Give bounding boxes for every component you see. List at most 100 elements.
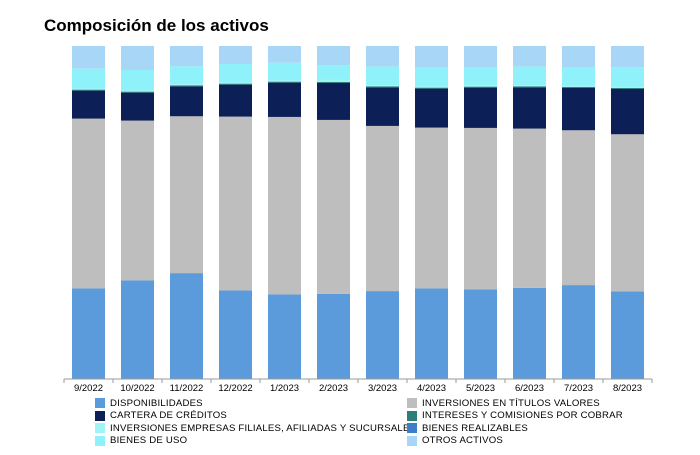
bar-segment — [464, 85, 497, 87]
bar-segment — [562, 46, 595, 67]
bar-segment — [219, 290, 252, 379]
x-tick-label: 1/2023 — [270, 383, 299, 394]
bar-segment — [415, 46, 448, 67]
legend-item: CARTERA DE CRÉDITOS — [95, 410, 227, 422]
bar-segment — [170, 86, 203, 117]
legend-label: BIENES REALIZABLES — [422, 422, 528, 434]
bar-segment — [170, 66, 203, 85]
bar-segment — [268, 294, 301, 379]
legend-label: INTERESES Y COMISIONES POR COBRAR — [422, 410, 623, 421]
bar-segment — [513, 87, 546, 129]
legend-label: INVERSIONES EMPRESAS FILIALES, AFILIADAS… — [110, 422, 417, 434]
bar-segment — [317, 293, 350, 379]
bar-segment — [611, 86, 644, 88]
bar-segment — [513, 128, 546, 288]
x-tick-label: 6/2023 — [515, 383, 544, 394]
legend-swatch — [407, 435, 417, 446]
bar-segment — [464, 46, 497, 67]
x-tick-label: 8/2023 — [613, 383, 642, 394]
bar-segment — [611, 46, 644, 68]
bar-segment — [513, 46, 546, 67]
bar-segment — [317, 81, 350, 83]
bar-segment — [415, 127, 448, 289]
bar-segment — [72, 46, 105, 69]
bar-segment — [317, 65, 350, 80]
x-tick-label: 7/2023 — [564, 383, 593, 394]
bar-segment — [219, 83, 252, 85]
legend-item: OTROS ACTIVOS — [407, 435, 503, 447]
legend-swatch — [95, 435, 105, 446]
x-tick-label: 9/2022 — [74, 383, 103, 394]
bar-segment — [562, 130, 595, 286]
bar-segment — [268, 81, 301, 83]
bar-segment — [366, 66, 399, 86]
bar-segment — [170, 273, 203, 379]
bar-segment — [366, 46, 399, 67]
bar-segment — [268, 116, 301, 295]
x-tick-label: 12/2022 — [218, 383, 252, 394]
bar-segment — [464, 289, 497, 379]
x-tick-marks — [63, 379, 653, 383]
bar-segment — [72, 118, 105, 289]
bar-segment — [513, 86, 546, 88]
bar-segment — [317, 46, 350, 66]
legend-label: CARTERA DE CRÉDITOS — [110, 410, 227, 421]
bars-group — [72, 46, 644, 379]
bar-segment — [268, 82, 301, 117]
legend-item: BIENES REALIZABLES — [407, 422, 528, 434]
bar-segment — [513, 66, 546, 86]
bar-segment — [415, 66, 448, 87]
legend-label: BIENES DE USO — [110, 435, 188, 446]
bar-segment — [317, 82, 350, 120]
bar-segment — [562, 86, 595, 88]
bar-segment — [219, 116, 252, 291]
legend-swatch — [407, 423, 417, 433]
legend-item: BIENES DE USO — [95, 435, 187, 447]
bar-segment — [611, 67, 644, 87]
bar-segment — [415, 86, 448, 88]
legend-item: INTERESES Y COMISIONES POR COBRAR — [407, 410, 623, 422]
legend-item: INVERSIONES EN TÍTULOS VALORES — [407, 397, 600, 409]
bar-segment — [464, 87, 497, 128]
legend-swatch — [95, 398, 105, 408]
x-tick-label: 3/2023 — [368, 383, 397, 394]
bar-segment — [219, 63, 252, 83]
bar-segment — [121, 90, 154, 92]
x-tick-labels: 9/2022 10/2022 11/2022 12/2022 1/2023 2/2023 3… — [74, 383, 642, 394]
bar-segment — [562, 85, 595, 87]
bar-segment — [366, 125, 399, 292]
x-tick-label: 5/2023 — [466, 383, 495, 394]
bar-segment — [562, 285, 595, 379]
stacked-bar-chart: 9/2022 10/2022 11/2022 12/2022 1/2023 2/2023 3… — [63, 46, 653, 394]
bar-segment — [611, 134, 644, 292]
x-tick-label: 2/2023 — [319, 383, 348, 394]
bar-segment — [611, 87, 644, 89]
legend-item: DISPONIBILIDADES — [95, 397, 203, 409]
bar-segment — [72, 88, 105, 90]
bar-segment — [415, 288, 448, 379]
x-tick-label: 4/2023 — [417, 383, 446, 394]
bar-segment — [170, 85, 203, 87]
bar-segment — [464, 66, 497, 86]
bar-segment — [366, 291, 399, 379]
legend-label: INVERSIONES EN TÍTULOS VALORES — [422, 397, 600, 409]
bar-segment — [562, 87, 595, 131]
chart-title: Composición de los activos — [44, 16, 269, 35]
bar-segment — [121, 92, 154, 121]
bar-segment — [513, 287, 546, 379]
legend-swatch — [407, 398, 417, 408]
bar-segment — [611, 291, 644, 379]
legend-item: INVERSIONES EMPRESAS FILIALES, AFILIADAS… — [95, 422, 416, 434]
legend-swatch — [407, 410, 417, 421]
bar-segment — [121, 46, 154, 70]
bar-segment — [317, 119, 350, 294]
bar-segment — [219, 46, 252, 64]
bar-segment — [219, 82, 252, 84]
bar-segment — [72, 90, 105, 119]
bar-segment — [170, 46, 203, 67]
bar-segment — [513, 85, 546, 87]
bar-segment — [366, 85, 399, 87]
bar-segment — [72, 68, 105, 89]
bar-segment — [611, 88, 644, 135]
bar-segment — [366, 87, 399, 126]
